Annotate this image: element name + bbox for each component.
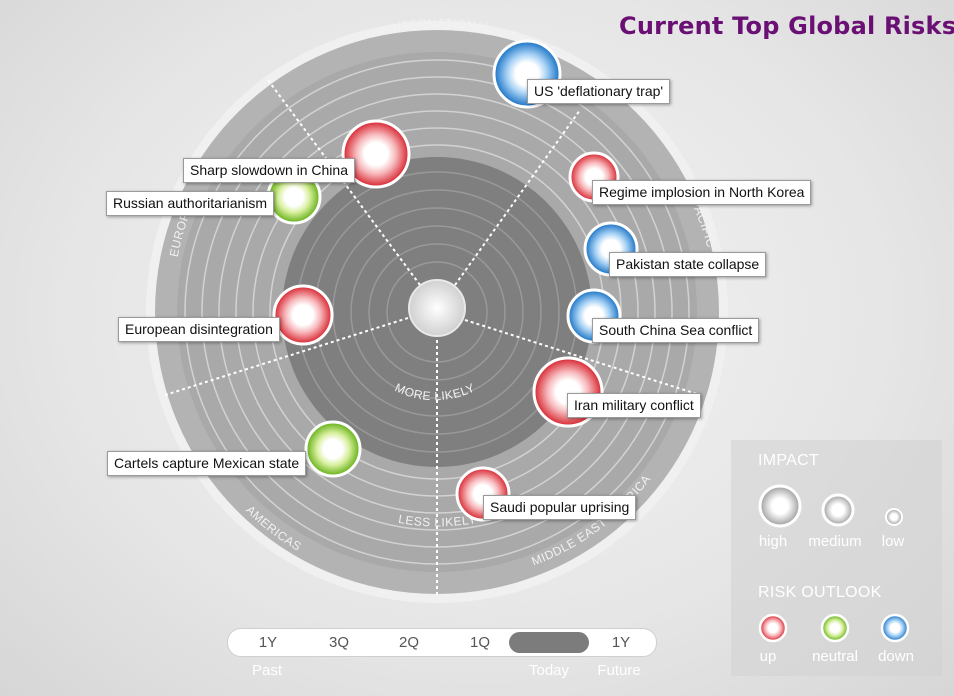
timeline-tick-3q[interactable]: 3Q xyxy=(328,634,350,651)
timeline-future-label: Future xyxy=(597,662,641,679)
legend-impact-medium-label: medium xyxy=(808,533,862,550)
region-label-international: INTERNATIONAL xyxy=(387,16,492,35)
risk-label-south-china-sea[interactable]: South China Sea conflict xyxy=(592,318,760,343)
legend-impact-low-label: low xyxy=(881,533,905,550)
risk-label-europe[interactable]: European disintegration xyxy=(118,317,280,342)
timeline-today-label: Today xyxy=(528,662,570,679)
risk-label-china-slowdown[interactable]: Sharp slowdown in China xyxy=(183,158,355,183)
legend-impact-low-icon xyxy=(885,508,903,526)
risk-label-russia[interactable]: Russian authoritarianism xyxy=(106,191,275,216)
legend-outlook-heading: RISK OUTLOOK xyxy=(758,584,882,601)
legend-outlook-neutral-label: neutral xyxy=(812,648,858,665)
legend-impact-medium-icon xyxy=(821,493,855,527)
risk-label-north-korea[interactable]: Regime implosion in North Korea xyxy=(592,180,812,205)
risk-label-iran[interactable]: Iran military conflict xyxy=(567,393,701,418)
timeline-slider[interactable]: 1Y 3Q 2Q 1Q 1Y xyxy=(227,628,657,657)
timeline-today-handle[interactable] xyxy=(509,632,589,653)
risk-label-mexico[interactable]: Cartels capture Mexican state xyxy=(107,451,307,476)
timeline-tick-1q[interactable]: 1Q xyxy=(469,634,491,651)
risk-marker-europe[interactable] xyxy=(272,284,334,346)
legend-outlook-down-label: down xyxy=(878,648,914,665)
timeline-tick-1y-past[interactable]: 1Y xyxy=(258,634,278,651)
risk-marker-mexico[interactable] xyxy=(304,420,362,478)
ring-label-less-likely: LESS LIKELY xyxy=(397,512,477,529)
legend-impact-high-label: high xyxy=(758,533,788,550)
risk-label-saudi[interactable]: Saudi popular uprising xyxy=(483,495,637,520)
legend-impact-heading: IMPACT xyxy=(758,452,820,469)
timeline-tick-1y-future[interactable]: 1Y xyxy=(611,634,631,651)
legend-outlook-neutral-icon xyxy=(820,613,850,643)
risk-marker-china-slowdown[interactable] xyxy=(341,119,411,189)
chart-title: Current Top Global Risks xyxy=(619,12,954,40)
center-hub xyxy=(408,279,466,337)
risk-label-us-deflation[interactable]: US 'deflationary trap' xyxy=(527,79,671,104)
legend-outlook-up-label: up xyxy=(759,648,777,665)
legend-impact-high-icon xyxy=(758,484,802,528)
risk-label-pakistan[interactable]: Pakistan state collapse xyxy=(609,252,767,277)
timeline-tick-2q[interactable]: 2Q xyxy=(398,634,420,651)
legend-outlook-down-icon xyxy=(880,613,910,643)
legend-symbols xyxy=(758,484,910,643)
timeline-past-label: Past xyxy=(251,662,283,679)
legend-outlook-up-icon xyxy=(758,613,788,643)
legend-panel: IMPACT high medium low RISK OUTLOOK up n… xyxy=(731,440,942,676)
